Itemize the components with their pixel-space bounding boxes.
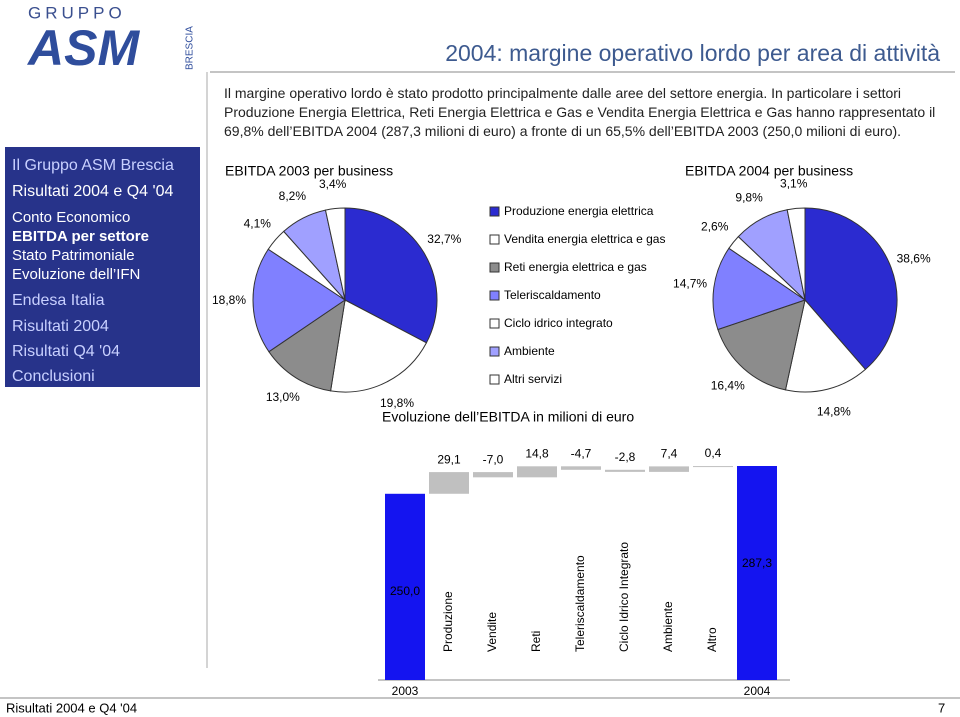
slice-label: 3,4% (319, 177, 347, 191)
pie-slice (252, 248, 346, 353)
legend-swatch (489, 234, 500, 245)
legend-label: Ciclo idrico integrato (504, 316, 613, 330)
page-number: 7 (938, 700, 945, 715)
x-tick-label: Reti (529, 631, 543, 652)
pie-slice (804, 207, 898, 371)
x-tick-label: 2004 (744, 684, 771, 698)
total-bar (737, 466, 777, 680)
pie-slice (324, 207, 346, 301)
value-label: -2,8 (615, 450, 636, 464)
pie-slice (330, 299, 428, 393)
legend-label: Reti energia elettrica e gas (504, 260, 647, 274)
step-bar (693, 466, 733, 468)
x-tick-label: Produzione (441, 591, 455, 652)
x-tick-label: Vendite (485, 612, 499, 652)
value-label: -4,7 (571, 446, 592, 460)
slice-label: 19,8% (380, 396, 414, 410)
footer-left: Risultati 2004 e Q4 '04 (6, 700, 137, 715)
slide-title: 2004: margine operativo lordo per area d… (445, 40, 940, 66)
legend-label: Produzione energia elettrica (504, 204, 654, 218)
pie-slice (712, 247, 807, 331)
value-label: 29,1 (437, 452, 461, 466)
pie-title: EBITDA 2004 per business (685, 163, 853, 179)
step-bar (561, 466, 601, 470)
step-bar (429, 472, 469, 494)
legend-label: Ambiente (504, 344, 555, 358)
sidebar-heading: Risultati 2004 e Q4 '04 (12, 183, 173, 200)
slice-label: 3,1% (780, 177, 808, 191)
sidebar-heading: Il Gruppo ASM Brescia (12, 157, 174, 174)
value-label: -7,0 (483, 452, 504, 466)
slice-label: 4,1% (244, 216, 272, 230)
sidebar-item: Conto Economico (12, 209, 130, 226)
legend-swatch (489, 318, 500, 329)
sidebar-heading: Risultati Q4 '04 (12, 343, 120, 360)
legend-swatch (489, 374, 500, 385)
slice-label: 38,6% (897, 252, 931, 266)
value-label: 287,3 (742, 556, 772, 570)
x-tick-label: Ambiente (661, 601, 675, 652)
sidebar-heading: Conclusioni (12, 368, 95, 385)
sidebar-heading: Risultati 2004 (12, 318, 109, 335)
pie-slice (268, 298, 346, 392)
slice-label: 16,4% (711, 379, 745, 393)
logo-side: BRESCIA (185, 26, 196, 70)
pie-slice (786, 207, 806, 301)
sidebar-item: EBITDA per settore (12, 228, 149, 245)
slice-label: 2,6% (701, 219, 729, 233)
step-bar (473, 472, 513, 478)
slice-label: 8,2% (279, 189, 307, 203)
pie-slice (344, 207, 438, 344)
legend-label: Teleriscaldamento (504, 288, 601, 302)
step-bar (605, 469, 645, 472)
x-tick-label: 2003 (392, 684, 419, 698)
sidebar-item: Stato Patrimoniale (12, 247, 135, 264)
value-label: 14,8 (525, 446, 549, 460)
sidebar-box (5, 147, 200, 387)
total-bar (385, 493, 425, 680)
x-tick-label: Teleriscaldamento (573, 555, 587, 652)
legend-label: Altri servizi (504, 372, 562, 386)
legend-swatch (489, 206, 500, 217)
slice-label: 13,0% (266, 390, 300, 404)
step-bar (649, 466, 689, 472)
legend-swatch (489, 346, 500, 357)
x-tick-label: Altro (705, 627, 719, 652)
x-tick-label: Ciclo Idrico Integrato (617, 542, 631, 652)
value-label: 0,4 (705, 446, 722, 460)
legend-swatch (489, 262, 500, 273)
sidebar-item: Evoluzione dell’IFN (12, 266, 140, 283)
legend-label: Vendita energia elettrica e gas (504, 232, 665, 246)
waterfall-title: Evoluzione dell’EBITDA in milioni di eur… (382, 409, 634, 425)
intro-text: Il margine operativo lordo è stato prodo… (224, 85, 936, 139)
slice-label: 14,8% (817, 405, 851, 419)
pie-title: EBITDA 2003 per business (225, 163, 393, 179)
value-label: 250,0 (390, 584, 420, 598)
logo-main: ASM (26, 20, 140, 76)
slice-label: 9,8% (735, 191, 763, 205)
value-label: 7,4 (661, 447, 678, 461)
slice-label: 18,8% (212, 293, 246, 307)
logo-top: GRUPPO (28, 3, 126, 22)
slice-label: 32,7% (427, 232, 461, 246)
slice-label: 14,7% (673, 277, 707, 291)
legend-swatch (489, 290, 500, 301)
sidebar-heading: Endesa Italia (12, 292, 105, 309)
step-bar (517, 466, 557, 478)
pie-slice (784, 298, 867, 393)
